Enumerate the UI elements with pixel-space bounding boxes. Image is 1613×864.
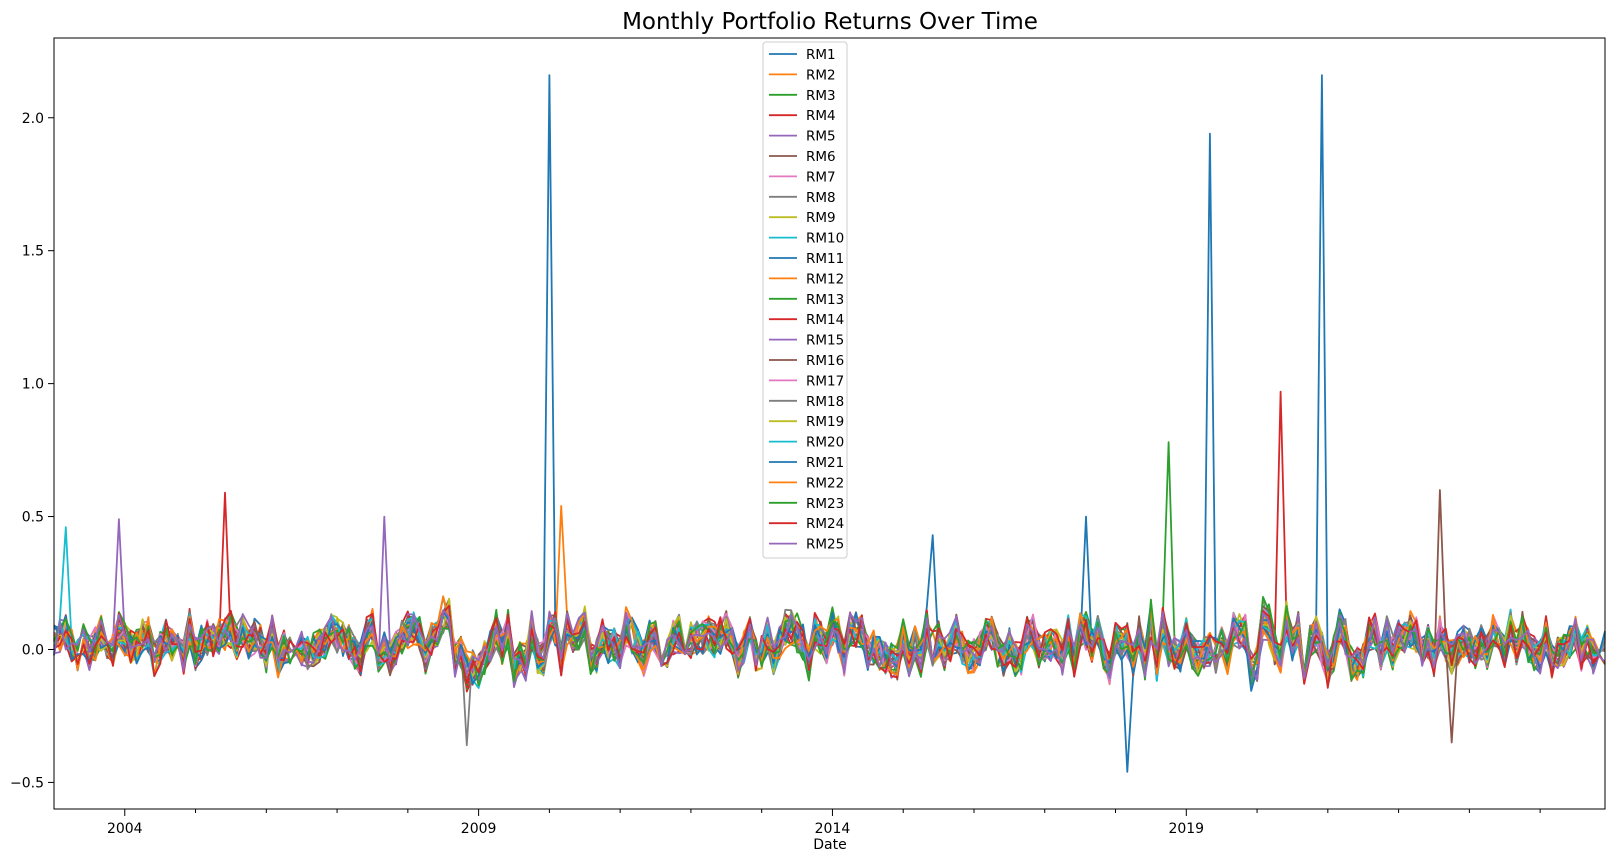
y-axis: −0.5 0.0 0.5 1.0 1.5 2.0 bbox=[10, 111, 54, 791]
legend-label: RM14 bbox=[806, 312, 844, 328]
y-tick-label: 1.5 bbox=[22, 244, 44, 260]
chart-title: Monthly Portfolio Returns Over Time bbox=[622, 9, 1038, 35]
legend-label: RM20 bbox=[806, 435, 844, 451]
legend-label: RM9 bbox=[806, 210, 836, 226]
legend-label: RM11 bbox=[806, 251, 844, 267]
legend-label: RM13 bbox=[806, 292, 844, 308]
plot-frame bbox=[53, 37, 1606, 810]
legend-label: RM25 bbox=[806, 537, 844, 553]
legend-label: RM1 bbox=[806, 47, 836, 63]
legend-label: RM23 bbox=[806, 496, 844, 512]
legend-box bbox=[762, 41, 848, 559]
legend-label: RM17 bbox=[806, 373, 844, 389]
x-axis-label: Date bbox=[813, 837, 846, 853]
legend-label: RM3 bbox=[806, 88, 836, 104]
legend-label: RM18 bbox=[806, 394, 844, 410]
x-axis: 2004 2009 2014 2019 bbox=[107, 809, 1541, 837]
series-line-rm25 bbox=[53, 609, 1606, 681]
legend-label: RM21 bbox=[806, 455, 844, 471]
legend: RM1 RM2 RM3 RM4 RM5 RM6 RM7 RM8 RM9 RM10 RM11 RM12 R… bbox=[762, 41, 848, 559]
legend-label: RM22 bbox=[806, 475, 844, 491]
legend-label: RM8 bbox=[806, 190, 836, 206]
legend-label: RM6 bbox=[806, 149, 836, 165]
y-tick-label: 2.0 bbox=[22, 111, 44, 127]
series-line-rm22 bbox=[53, 595, 1606, 681]
legend-label: RM16 bbox=[806, 353, 844, 369]
x-tick-label: 2014 bbox=[815, 821, 851, 837]
series-line-rm23 bbox=[53, 596, 1606, 687]
legend-label: RM12 bbox=[806, 271, 844, 287]
legend-label: RM7 bbox=[806, 169, 836, 185]
series-layer bbox=[53, 74, 1606, 773]
legend-label: RM15 bbox=[806, 333, 844, 349]
y-tick-label: 1.0 bbox=[22, 377, 44, 393]
y-tick-label: −0.5 bbox=[10, 775, 44, 791]
legend-label: RM19 bbox=[806, 414, 844, 430]
legend-label: RM10 bbox=[806, 231, 844, 247]
y-tick-label: 0.5 bbox=[22, 510, 44, 526]
y-tick-label: 0.0 bbox=[22, 642, 44, 658]
legend-label: RM2 bbox=[806, 67, 836, 83]
legend-label: RM4 bbox=[806, 108, 836, 124]
x-tick-label: 2004 bbox=[107, 821, 143, 837]
legend-label: RM5 bbox=[806, 129, 836, 145]
x-tick-label: 2009 bbox=[461, 821, 497, 837]
legend-label: RM24 bbox=[806, 516, 844, 532]
x-tick-label: 2019 bbox=[1168, 821, 1204, 837]
